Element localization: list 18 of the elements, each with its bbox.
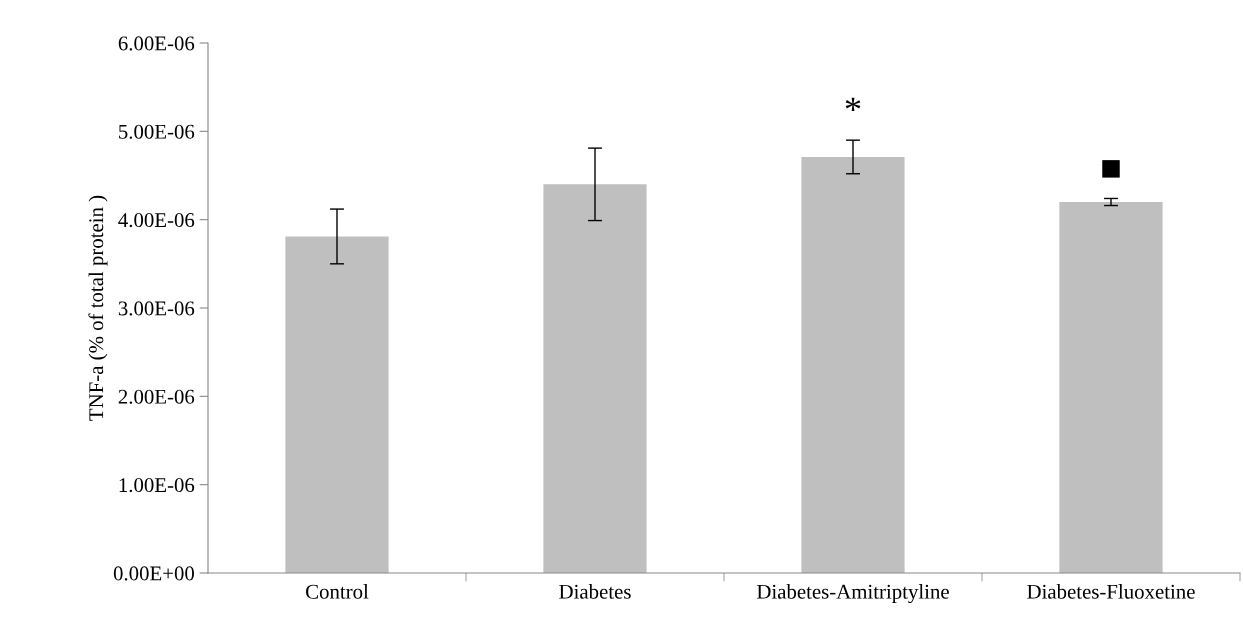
annotation: ■: [1102, 160, 1120, 178]
bar: [285, 236, 389, 573]
y-tick-label: 5.00E-06: [119, 124, 195, 139]
x-tick-label: Control: [306, 584, 369, 599]
bar: [801, 156, 905, 573]
y-tick-label: 1.00E-06: [119, 478, 195, 493]
x-tick-label: Diabetes-Amitriptyline: [756, 584, 949, 604]
y-tick-label: 2.00E-06: [118, 389, 195, 404]
bar: [543, 184, 647, 573]
bar: [1059, 202, 1163, 573]
y-tick-label: 0.00E+00: [113, 566, 195, 581]
x-tick-label: Diabetes: [559, 584, 631, 599]
y-tick-label: 3.00E-06: [118, 301, 195, 316]
annotation: *: [845, 97, 861, 111]
y-tick-label: 4.00E-06: [118, 213, 195, 228]
x-tick-label: Diabetes-Fluoxetine: [1027, 584, 1195, 599]
y-tick-label: 6.00E-06: [118, 36, 195, 51]
y-axis-title: TNF-a (% of total protein ): [88, 195, 108, 421]
